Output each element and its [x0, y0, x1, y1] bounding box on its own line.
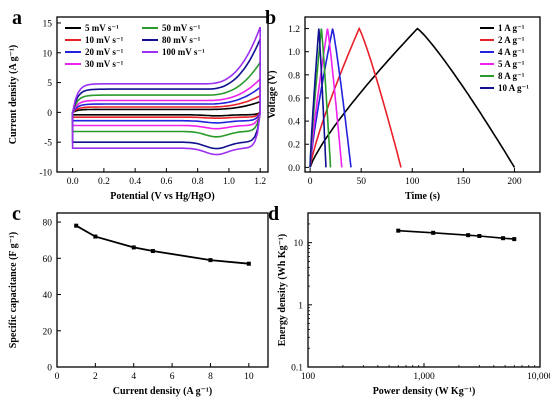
legend-label: 20 mV s⁻¹ — [85, 47, 124, 57]
y-axis-label: Energy density (Wh Kg⁻¹) — [277, 234, 288, 346]
y-tick-label: -5 — [44, 139, 52, 149]
data-point — [131, 245, 136, 250]
y-tick-label: -10 — [39, 169, 52, 179]
data-point — [246, 261, 251, 266]
y-tick-label: 0 — [47, 364, 52, 374]
x-tick-label: 6 — [170, 372, 175, 382]
legend-label: 10 A g⁻¹ — [498, 83, 529, 93]
plot-frame — [307, 212, 541, 368]
plot-frame — [304, 16, 541, 173]
y-tick-label: 0.2 — [288, 141, 300, 151]
x-axis-label: Potential (V vs Hg/HgO) — [110, 191, 215, 202]
x-tick-label: 0.4 — [129, 177, 141, 187]
x-tick-label: 4 — [131, 372, 136, 382]
legend-label: 30 mV s⁻¹ — [85, 59, 124, 69]
x-tick-label: 100 — [405, 177, 420, 187]
panel-label: d — [268, 203, 279, 225]
legend-label: 100 mV s⁻¹ — [162, 47, 205, 57]
capacitance-line — [75, 224, 249, 265]
y-tick-label: 1.2 — [288, 25, 300, 35]
legend-label: 5 A g⁻¹ — [498, 59, 525, 69]
gcd-curve — [309, 28, 332, 168]
legend-label: 4 A g⁻¹ — [498, 47, 525, 57]
y-tick-label: 0.1 — [291, 364, 303, 374]
y-tick-label: 0 — [47, 109, 52, 119]
gcd-curve — [309, 28, 343, 168]
panel-a: a 0.0 0.2 0.4 0.6 0.8 1.0 1.2 -10 -5 0 5 10 15 Potenti… — [8, 7, 269, 202]
legend-label: 8 A g⁻¹ — [498, 71, 525, 81]
y-tick-label: 40 — [43, 291, 53, 301]
x-tick-label: 0.8 — [192, 177, 204, 187]
legend-label: 2 A g⁻¹ — [498, 35, 525, 45]
x-tick-label: 1.2 — [254, 177, 266, 187]
plot-frame — [56, 16, 269, 173]
gcd-curve — [309, 28, 352, 168]
data-point — [477, 233, 482, 238]
y-tick-label: 10 — [43, 49, 53, 59]
x-axis-label: Power density (W Kg⁻¹) — [373, 386, 476, 397]
x-tick-label: 200 — [507, 177, 522, 187]
y-tick-label: 80 — [43, 219, 53, 229]
x-tick-label: 0.6 — [160, 177, 172, 187]
y-tick-label: 0.8 — [288, 71, 300, 81]
panel-label: a — [12, 7, 22, 29]
y-axis-label: Current density (A g⁻¹) — [8, 45, 19, 144]
x-tick-label: 100 — [301, 372, 316, 382]
x-tick-label: 1.0 — [223, 177, 235, 187]
y-tick-label: 15 — [43, 19, 53, 29]
y-axis-label: Voltage (V) — [267, 70, 278, 118]
plot-frame — [56, 212, 269, 368]
ragone-line — [398, 229, 515, 240]
y-axis-label: Specific capacitance (F g⁻¹) — [8, 232, 19, 348]
x-axis-label: Current density (A g⁻¹) — [113, 386, 212, 397]
x-tick-label: 1,000 — [413, 372, 435, 382]
y-tick-label: 1.0 — [288, 48, 300, 58]
x-tick-label: 10 — [244, 372, 254, 382]
gcd-curve — [309, 27, 516, 168]
data-point — [512, 237, 517, 242]
legend-label: 50 mV s⁻¹ — [162, 23, 201, 33]
data-point — [396, 228, 401, 233]
gcd-curve — [309, 28, 327, 168]
x-tick-label: 0.0 — [67, 177, 79, 187]
x-tick-label: 0 — [308, 177, 313, 187]
legend-label: 80 mV s⁻¹ — [162, 35, 201, 45]
data-point — [208, 258, 213, 263]
x-tick-label: 8 — [208, 372, 213, 382]
legend-label: 10 mV s⁻¹ — [85, 35, 124, 45]
y-tick-label: 1 — [298, 301, 303, 311]
x-tick-label: 50 — [356, 177, 366, 187]
y-tick-label: 0.4 — [288, 118, 300, 128]
y-tick-label: 5 — [47, 79, 52, 89]
y-tick-label: 0.6 — [288, 94, 300, 104]
cv-curve — [71, 26, 261, 156]
x-tick-label: 10,000 — [527, 372, 550, 382]
y-tick-label: 0.0 — [288, 164, 300, 174]
panel-label: c — [12, 203, 21, 225]
y-tick-label: 20 — [43, 327, 53, 337]
y-tick-label: 10 — [294, 239, 304, 249]
panel-label: b — [265, 7, 276, 29]
legend-label: 5 mV s⁻¹ — [85, 23, 119, 33]
data-point — [150, 249, 155, 254]
legend-label: 1 A g⁻¹ — [498, 23, 525, 33]
x-tick-label: 2 — [93, 372, 98, 382]
data-point — [93, 234, 98, 239]
x-tick-label: 0 — [55, 372, 60, 382]
x-tick-label: 0.2 — [98, 177, 110, 187]
data-point — [74, 223, 79, 228]
data-point — [501, 236, 506, 241]
panel-c: c 0 2 4 6 8 10 0 20 40 60 80 Current density (A g⁻¹)… — [8, 203, 269, 397]
panel-b: b 0 50 100 150 200 0.0 0.2 0.4 0.6 0.8 1.0 1.2 Time (… — [265, 7, 541, 202]
y-tick-label: 60 — [43, 255, 53, 265]
x-axis-label: Time (s) — [405, 191, 440, 202]
data-point — [431, 230, 436, 235]
x-tick-label: 150 — [456, 177, 471, 187]
data-point — [466, 233, 471, 238]
panel-d: d 100 1,000 10,000 0.1 1 10 Power density (W Kg… — [268, 203, 550, 397]
